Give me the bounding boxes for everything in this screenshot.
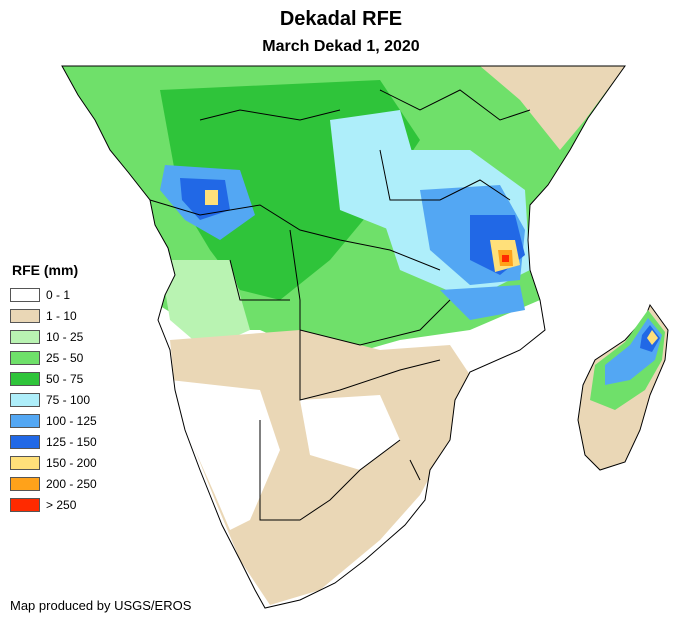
legend-item: 75 - 100: [10, 389, 97, 410]
rain-zone-150-200-gabon: [205, 190, 218, 205]
legend-item: 0 - 1: [10, 284, 97, 305]
mainland: [61, 65, 626, 609]
legend: RFE (mm) 0 - 1 1 - 10 10 - 25 25 - 50 50 - 7…: [10, 262, 97, 515]
legend-label: 50 - 75: [46, 371, 84, 386]
legend-swatch: [10, 287, 40, 302]
legend-swatch: [10, 308, 40, 323]
legend-swatch: [10, 329, 40, 344]
rain-zone-over-250-tanzania: [502, 255, 509, 262]
legend-swatch: [10, 371, 40, 386]
legend-swatch: [10, 392, 40, 407]
legend-item: 100 - 125: [10, 410, 97, 431]
legend-item: 25 - 50: [10, 347, 97, 368]
legend-swatch: [10, 455, 40, 470]
madagascar: [577, 303, 669, 471]
rain-zone-150-200-madagascar: [647, 330, 658, 345]
legend-label: 10 - 25: [46, 329, 84, 344]
legend-label: 25 - 50: [46, 350, 84, 365]
legend-swatch: [10, 497, 40, 512]
legend-swatch: [10, 476, 40, 491]
legend-item: 10 - 25: [10, 326, 97, 347]
legend-item: 200 - 250: [10, 473, 97, 494]
legend-item: 1 - 10: [10, 305, 97, 326]
rain-zone-100-125-mozambique: [440, 285, 525, 320]
legend-items: 0 - 1 1 - 10 10 - 25 25 - 50 50 - 75 75 - 100…: [10, 284, 97, 515]
legend-item: 50 - 75: [10, 368, 97, 389]
legend-label: 150 - 200: [46, 455, 97, 470]
legend-label: 100 - 125: [46, 413, 97, 428]
rain-zone-10-25-west: [160, 260, 250, 350]
rain-zone-0-1-southwest: [170, 380, 280, 530]
legend-label: 200 - 250: [46, 476, 97, 491]
legend-label: 0 - 1: [46, 287, 71, 302]
country-borders: [149, 89, 531, 521]
legend-label: > 250: [46, 497, 77, 512]
legend-item: 125 - 150: [10, 431, 97, 452]
legend-item: > 250: [10, 494, 97, 515]
map-title: Dekadal RFE: [279, 8, 403, 30]
legend-title: RFE (mm): [12, 262, 79, 278]
legend-label: 75 - 100: [46, 392, 91, 407]
rain-zone-0-1-kalahari: [300, 395, 400, 470]
legend-label: 125 - 150: [46, 434, 97, 449]
rain-zone-1-10-horn: [480, 66, 625, 150]
credit-text: Map produced by USGS/EROS: [10, 598, 192, 613]
legend-item: 150 - 200: [10, 452, 97, 473]
map-subtitle: March Dekad 1, 2020: [262, 38, 420, 55]
legend-label: 1 - 10: [46, 308, 77, 323]
legend-swatch: [10, 350, 40, 365]
legend-swatch: [10, 413, 40, 428]
legend-swatch: [10, 434, 40, 449]
